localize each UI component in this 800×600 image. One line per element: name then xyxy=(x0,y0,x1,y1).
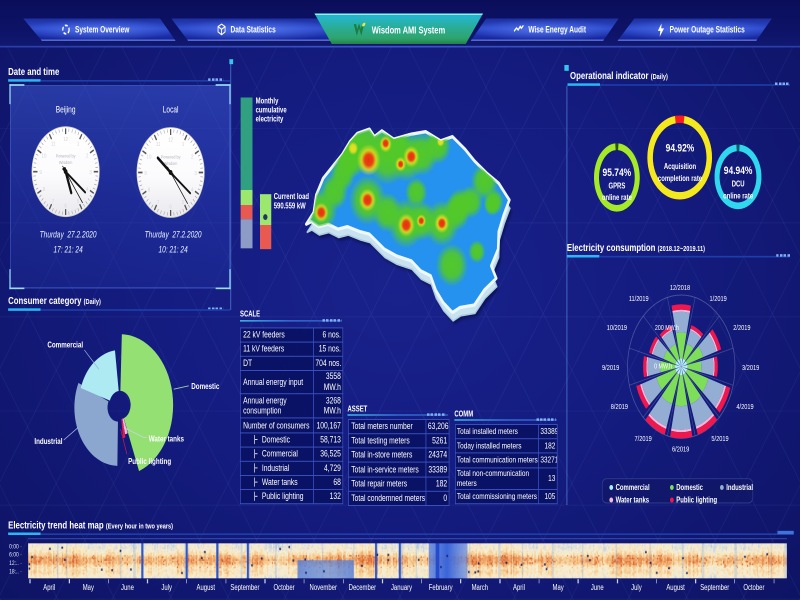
svg-text:200 MW.h: 200 MW.h xyxy=(655,324,679,332)
svg-text:Wisdom: Wisdom xyxy=(164,160,178,166)
svg-text:6/2019: 6/2019 xyxy=(672,446,689,454)
svg-text:Powered by: Powered by xyxy=(161,154,181,160)
svg-text:12/2018: 12/2018 xyxy=(670,284,691,292)
svg-text:Powered by: Powered by xyxy=(56,153,76,159)
svg-text:3: 3 xyxy=(89,170,92,177)
svg-text:8/2019: 8/2019 xyxy=(611,404,628,412)
svg-text:5: 5 xyxy=(182,199,185,206)
svg-text:9: 9 xyxy=(144,170,147,177)
svg-text:Commercial: Commercial xyxy=(47,340,83,350)
svg-text:12: 12 xyxy=(63,136,68,143)
svg-text:1: 1 xyxy=(77,141,80,148)
svg-text:0 MW.h: 0 MW.h xyxy=(654,363,672,371)
svg-text:10: 10 xyxy=(42,153,47,160)
svg-text:2: 2 xyxy=(86,153,89,160)
svg-text:2/2019: 2/2019 xyxy=(733,324,750,332)
svg-text:4/2019: 4/2019 xyxy=(736,404,753,412)
svg-text:Public lighting: Public lighting xyxy=(128,456,171,466)
svg-text:12: 12 xyxy=(168,137,173,144)
svg-text:8: 8 xyxy=(148,187,151,194)
svg-text:1: 1 xyxy=(182,142,185,149)
svg-text:4: 4 xyxy=(86,186,89,193)
svg-text:1/2019: 1/2019 xyxy=(710,295,727,303)
svg-text:9/2019: 9/2019 xyxy=(602,364,619,372)
svg-text:Water tanks: Water tanks xyxy=(149,434,184,444)
svg-text:11: 11 xyxy=(51,141,56,148)
svg-text:11/2019: 11/2019 xyxy=(629,295,649,303)
svg-text:10: 10 xyxy=(147,154,152,161)
svg-text:7/2019: 7/2019 xyxy=(635,435,652,443)
svg-text:7: 7 xyxy=(157,199,160,206)
svg-text:5: 5 xyxy=(77,199,80,206)
svg-text:9: 9 xyxy=(39,170,42,177)
svg-text:8: 8 xyxy=(43,186,46,193)
svg-text:Domestic: Domestic xyxy=(191,381,219,391)
svg-text:2: 2 xyxy=(191,154,194,161)
svg-text:7: 7 xyxy=(52,199,55,206)
svg-text:Industrial: Industrial xyxy=(34,436,62,446)
svg-text:11: 11 xyxy=(156,142,161,149)
svg-text:5/2019: 5/2019 xyxy=(711,435,728,443)
svg-text:Wisdom: Wisdom xyxy=(59,160,73,166)
svg-text:6: 6 xyxy=(169,204,172,211)
svg-text:3: 3 xyxy=(194,170,197,177)
svg-text:4: 4 xyxy=(191,187,194,194)
svg-text:10/2019: 10/2019 xyxy=(607,324,628,332)
svg-text:6: 6 xyxy=(64,203,67,210)
svg-text:3/2019: 3/2019 xyxy=(742,364,759,372)
